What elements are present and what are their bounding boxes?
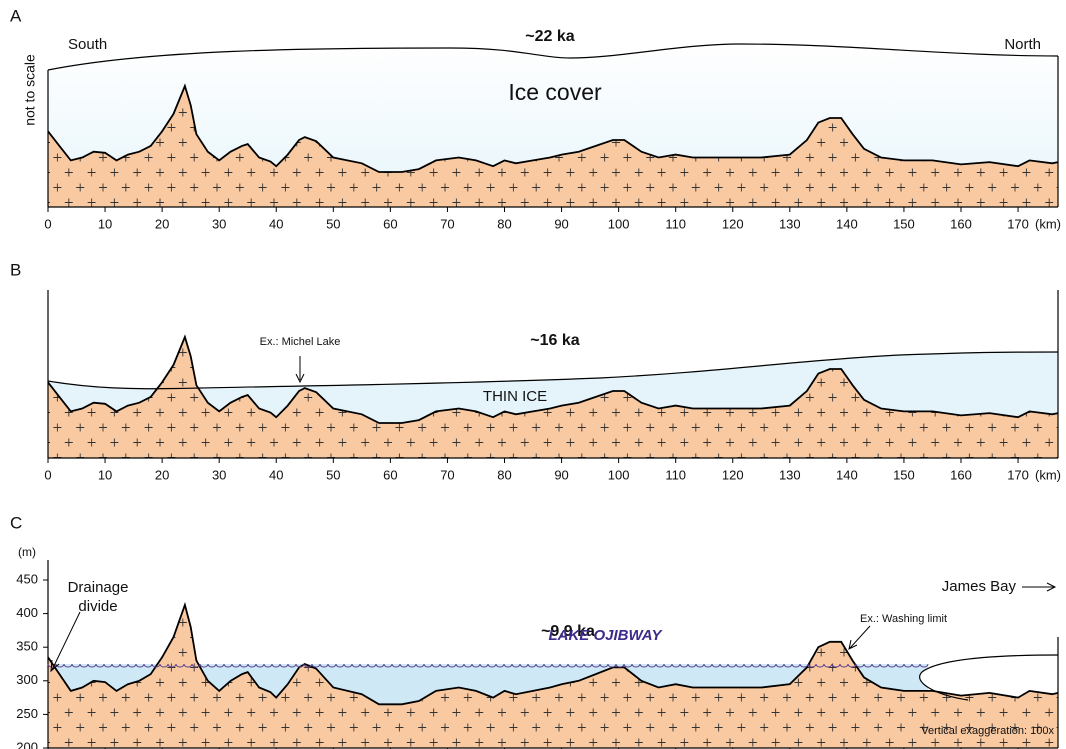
x-tick-label: 60 [383,216,397,231]
x-tick-label: 20 [155,467,169,482]
x-tick-label: 30 [212,467,226,482]
annotation: Ex.: Michel Lake [260,336,341,348]
x-tick-label: 140 [836,467,858,482]
y-tick-label: 300 [16,672,38,687]
chart-title: ~22 ka [525,28,574,45]
annotation: Ex.: Washing limit [860,613,947,625]
x-tick-label: 70 [440,216,454,231]
panel-label: B [10,260,21,279]
y-tick-label: 400 [16,605,38,620]
x-tick-label: 40 [269,216,283,231]
x-tick-label: 120 [722,467,744,482]
y-tick-label: 350 [16,639,38,654]
x-tick-label: 140 [836,216,858,231]
topography-layer [48,86,1058,748]
x-tick-label: 90 [554,216,568,231]
x-tick-label: 20 [155,216,169,231]
y-axis-unit: (m) [18,545,36,559]
x-tick-label: 90 [554,467,568,482]
x-tick-label: 130 [779,467,801,482]
arrow [849,626,870,649]
x-tick-label: 70 [440,467,454,482]
y-tick-label: 250 [16,706,38,721]
x-tick-label: 30 [212,216,226,231]
annotation: South [68,36,107,53]
arrow [51,612,80,671]
arrow [1022,583,1055,591]
x-tick-label: 0 [44,216,51,231]
x-tick-label: 50 [326,467,340,482]
x-tick-label: 150 [893,467,915,482]
panel-label: C [10,513,22,532]
y-tick-label: 200 [16,739,38,749]
x-tick-label: 0 [44,467,51,482]
y-tick-label: 450 [16,571,38,586]
annotation: Vertical exaggeration: 100x [921,725,1054,737]
x-tick-label: 50 [326,216,340,231]
x-tick-label: 10 [98,216,112,231]
x-tick-label: 60 [383,467,397,482]
x-tick-label: 110 [665,216,686,231]
arrow [296,356,304,382]
x-tick-label: 40 [269,467,283,482]
chart-title: ~16 ka [530,332,579,349]
x-tick-label: 120 [722,216,744,231]
annotation: James Bay [942,578,1017,595]
x-tick-label: 110 [665,467,686,482]
panel-label: A [10,6,22,25]
x-tick-label: 170 [1007,467,1029,482]
x-axis-unit: (km) [1035,216,1061,231]
x-tick-label: 80 [497,467,511,482]
x-tick-label: 170 [1007,216,1029,231]
x-tick-label: 160 [950,216,972,231]
annotation: North [1004,36,1041,53]
x-axis-unit: (km) [1035,467,1061,482]
annotation: Ice cover [508,79,602,105]
figure: A South North ~22 ka Ice cover not to sc… [0,0,1066,749]
x-tick-label: 130 [779,216,801,231]
annotation: divide [78,598,117,615]
annotation: LAKE OJIBWAY [548,627,663,644]
x-tick-label: 80 [497,216,511,231]
annotation: THIN ICE [483,388,547,405]
x-tick-label: 10 [98,467,112,482]
x-tick-label: 150 [893,216,915,231]
annotation: Drainage [68,579,129,596]
x-tick-label: 160 [950,467,972,482]
x-tick-label: 100 [608,216,630,231]
annotation: not to scale [22,54,38,126]
x-tick-label: 100 [608,467,630,482]
